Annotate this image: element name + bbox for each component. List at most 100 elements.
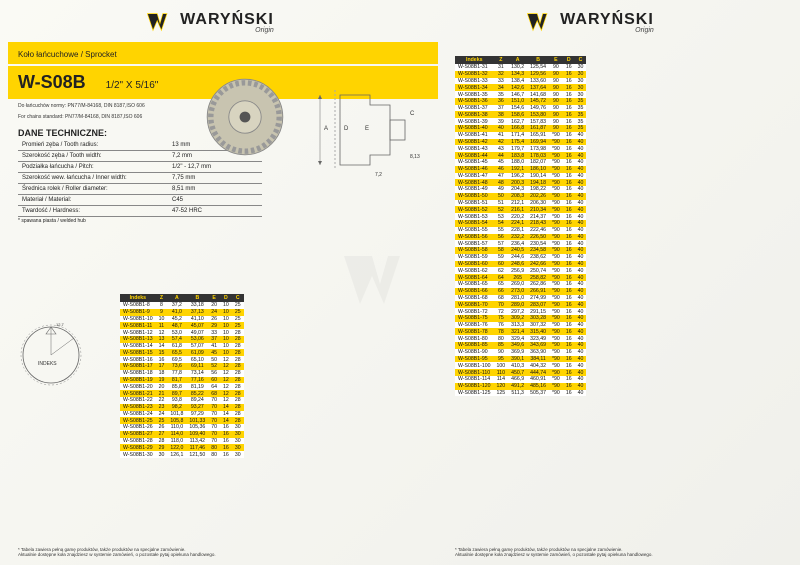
table-row: W-S08B1-4343179,7173,98*901640 [455,145,586,152]
table-row: W-S08B1-181877,873,14561228 [120,370,244,377]
col-header: B [186,294,208,302]
table-row: W-S08B1-3838158,6153,80901635 [455,111,586,118]
table-row: W-S08B1-171773,669,11521228 [120,363,244,370]
table-row: W-S08B1-6868281,0274,99*901640 [455,295,586,302]
table-row: W-S08B1-131357,453,06371028 [120,336,244,343]
spec-value: 47-52 HRC [168,206,262,217]
logo-right: WARYŃSKIOrigin [526,8,654,36]
spec-label: Szerokość wew. łańcucha / Inner width: [18,173,168,184]
table-row: W-S08B1-9090369,9363,90*901640 [455,349,586,356]
table-row: W-S08B1-5555228,1222,46*901640 [455,227,586,234]
table-row: W-S08B1-9595390,1384,11*901640 [455,356,586,363]
logo-icon [146,8,174,36]
spec-label: Średnica rolek / Roller diameter: [18,184,168,195]
col-header: D [220,294,232,302]
table-row: W-S08B1-5858240,5234,58*901640 [455,247,586,254]
logo-row: WARYŃSKIOrigin WARYŃSKIOrigin [0,0,800,40]
table-row: W-S08B1-141461,857,07411028 [120,343,244,350]
table-row: W-S08B1-120120491,2485,16*901640 [455,383,586,390]
table-row: W-S08B1-4141171,4165,91*901640 [455,132,586,139]
col-header: E [208,294,220,302]
data-table-1: IndeksZABEDC W-S08B1-8837,233,18201025W-… [120,294,244,458]
col-header: Indeks [455,56,494,64]
spec-label: Podziałka łańcucha / Pitch: [18,162,168,173]
spec-label: Twardość / Hardness: [18,206,168,217]
table-row: W-S08B1-125125511,3505,37*901640 [455,390,586,397]
spec-label: Promień zęba / Tooth radius: [18,140,168,151]
welded-note: * spawana piasta / welded hub [0,217,800,225]
table-row: W-S08B1-2828118,0113,42701630 [120,438,244,445]
svg-text:C: C [410,111,415,117]
col-header: Z [156,294,168,302]
spec-value: C45 [168,195,262,206]
data-table-2-wrap: IndeksZABEDC W-S08B1-3131130,2125,549016… [455,52,586,396]
table-row: W-S08B1-7575309,2303,28*901640 [455,315,586,322]
footer-note-left: * Tabela zawiera pełną gamę produktów, t… [18,547,216,557]
table-row: W-S08B1-2727114,0109,40701630 [120,431,244,438]
table-row: W-S08B1-5252216,1210,34*901640 [455,206,586,213]
table-row: W-S08B1-4949204,3198,22*901640 [455,186,586,193]
table-row: W-S08B1-4040166,8161,87901635 [455,125,586,132]
svg-text:E: E [365,126,369,132]
table-row: W-S08B1-3535146,7141,68901630 [455,91,586,98]
col-header: A [167,294,186,302]
col-header: D [563,56,575,64]
table-row: W-S08B1-3939162,7157,83901635 [455,118,586,125]
spec-value: 7,75 mm [168,173,262,184]
table-row: W-S08B1-101045,241,10261025 [120,316,244,323]
table-row: W-S08B1-121253,049,07331028 [120,329,244,336]
footer-note-right: * Tabela zawiera pełną gamę produktów, t… [455,547,653,557]
table-row: W-S08B1-2929122,0117,46801630 [120,444,244,451]
table-row: W-S08B1-6060248,6242,66*901640 [455,261,586,268]
table-row: W-S08B1-8837,233,18201025 [120,302,244,309]
brand-sub: Origin [560,27,654,34]
table-row: W-S08B1-3333138,4133,60901630 [455,78,586,85]
table-row: W-S08B1-2626110,0105,36701630 [120,424,244,431]
section-title: Koło łańcuchowe / Sprocket [18,50,117,59]
table-row: W-S08B1-7272297,2291,15*901640 [455,308,586,315]
col-header: A [508,56,527,64]
table-row: W-S08B1-9941,037,13241025 [120,309,244,316]
spec-value: 1/2" - 12,7 mm [168,162,262,173]
table-row: W-S08B1-4242175,4169,94*901640 [455,139,586,146]
svg-text:7,2: 7,2 [375,172,382,178]
logo-icon [526,8,554,36]
table-row: W-S08B1-191981,777,16601228 [120,377,244,384]
table-row: W-S08B1-4646192,1186,10*901640 [455,166,586,173]
svg-text:A: A [324,126,328,132]
table-row: W-S08B1-111148,745,07291025 [120,322,244,329]
data-table-2: IndeksZABEDC W-S08B1-3131130,2125,549016… [455,56,586,396]
table-row: W-S08B1-4444183,8178,03*901640 [455,152,586,159]
logo-left: WARYŃSKIOrigin [146,8,274,36]
spec-label: Szerokość zęba / Tooth width: [18,151,168,162]
svg-text:12,7: 12,7 [56,322,65,327]
table-row: W-S08B1-5353220,2214,37*901640 [455,213,586,220]
table-row: W-S08B1-4848200,3194,18*901640 [455,179,586,186]
table-row: W-S08B1-8080329,4323,49*901640 [455,335,586,342]
section-header-band: Koło łańcuchowe / Sprocket [8,42,438,64]
svg-text:INDEKS: INDEKS [38,361,57,367]
circle-diagram: INDEKS 12,7 [16,320,86,390]
table-row: W-S08B1-7878321,4315,40*901640 [455,328,586,335]
table-row: W-S08B1-3636151,0145,72901635 [455,98,586,105]
table-row: W-S08B1-8585349,6343,69*901640 [455,342,586,349]
table-row: W-S08B1-5757236,4230,54*901640 [455,240,586,247]
table-row: W-S08B1-6565269,0262,86*901640 [455,281,586,288]
table-row: W-S08B1-100100410,3404,32*901640 [455,362,586,369]
table-row: W-S08B1-6262256,9250,74*901640 [455,267,586,274]
model-code: W-S08B [18,72,86,93]
sprocket-image [200,72,290,162]
table-row: W-S08B1-2525105,8101,33701428 [120,417,244,424]
table-row: W-S08B1-5454224,1218,43*901640 [455,220,586,227]
table-row: W-S08B1-114114466,9460,91*901640 [455,376,586,383]
table-row: W-S08B1-3232134,3129,56901630 [455,71,586,78]
table-row: W-S08B1-4747196,2190,14*901640 [455,173,586,180]
table-row: W-S08B1-5050208,3202,26*901640 [455,193,586,200]
brand-sub: Origin [180,27,274,34]
table-row: W-S08B1-7676313,3307,32*901640 [455,322,586,329]
data-table-1-wrap: IndeksZABEDC W-S08B1-8837,233,18201025W-… [120,290,244,458]
spec-label: Materiał / Material: [18,195,168,206]
col-header: Z [494,56,509,64]
table-row: W-S08B1-232398,293,27701428 [120,404,244,411]
table-row: W-S08B1-222293,889,24701228 [120,397,244,404]
